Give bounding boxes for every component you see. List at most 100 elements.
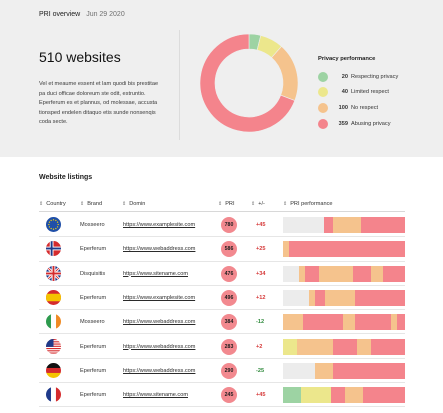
brand-cell: Mosseero — [80, 222, 105, 228]
pri-badge: 476 — [221, 265, 237, 282]
legend-label: No respect — [351, 104, 379, 111]
performance-bar — [283, 217, 405, 233]
column-header-domain[interactable]: ⇕ Domin — [122, 201, 146, 207]
column-header-country[interactable]: ⇕ Country — [39, 201, 66, 207]
performance-segment — [283, 314, 303, 331]
pri-change: +12 — [256, 294, 266, 301]
performance-segment — [371, 265, 383, 282]
performance-bar — [283, 314, 405, 331]
brand-cell: Disquisitis — [80, 270, 106, 277]
domain-link[interactable]: https://www.examplesite.com — [123, 222, 196, 228]
performance-segment — [371, 338, 405, 355]
column-header-change[interactable]: ⇕ +/- — [251, 201, 265, 207]
legend-item-limited: 40 Limited respect — [318, 85, 438, 101]
flag-de-icon — [46, 362, 61, 378]
sort-icon: ⇕ — [39, 201, 44, 207]
domain-link[interactable]: https://www.sitename.com — [123, 270, 188, 277]
performance-segment — [333, 362, 405, 379]
performance-segment — [283, 265, 299, 282]
sort-icon: ⇕ — [218, 201, 223, 207]
brand-cell: Eperferum — [80, 367, 107, 374]
domain-link[interactable]: https://www.examplesite.com — [123, 294, 196, 301]
pri-badge: 496 — [221, 289, 237, 306]
donut-segment — [271, 45, 299, 101]
brand-cell: Eperferum — [80, 392, 107, 399]
performance-segment — [331, 387, 345, 404]
legend-count: 100 — [338, 104, 348, 111]
performance-segment — [383, 265, 405, 282]
performance-segment — [333, 338, 357, 355]
pri-badge: 780 — [221, 217, 237, 233]
legend-count: 359 — [338, 120, 348, 127]
flag-us-icon — [46, 338, 61, 354]
flag-es-icon — [46, 289, 61, 305]
legend-label: Limited respect — [351, 89, 389, 96]
legend-item-abusing: 359 Abusing privacy — [318, 116, 438, 132]
table-row[interactable]: Eperferum https://www.webaddress.com 283 +2 — [39, 335, 405, 359]
performance-segment — [363, 387, 405, 404]
table-row[interactable]: Mosseero https://www.webaddress.com 384 -12 — [39, 310, 405, 335]
legend-title: Privacy performance — [318, 56, 376, 62]
column-header-performance[interactable]: ⇕ PRI performance — [283, 201, 333, 207]
domain-link[interactable]: https://www.webaddress.com — [123, 246, 196, 253]
performance-segment — [299, 265, 305, 282]
column-header-pri[interactable]: ⇕ PRI — [218, 201, 235, 207]
privacy-legend: Privacy performance 20 Respecting privac… — [318, 56, 438, 131]
domain-link[interactable]: https://www.sitename.com — [123, 392, 188, 399]
legend-count: 20 — [341, 73, 348, 80]
performance-segment — [305, 265, 319, 282]
pri-change: +45 — [256, 392, 266, 399]
performance-segment — [345, 387, 363, 404]
pri-change: +34 — [256, 270, 266, 277]
performance-segment — [343, 314, 355, 331]
table-row[interactable]: Mosseero https://www.examplesite.com 780 +4… — [39, 213, 405, 238]
sort-icon: ⇕ — [80, 201, 85, 207]
performance-segment — [309, 289, 315, 306]
overview-divider — [179, 30, 180, 140]
overview-header: PRI overview Jun 29 2020 — [39, 11, 125, 18]
legend-dot-icon — [318, 102, 328, 113]
overview-panel: PRI overview Jun 29 2020 510 websites Ve… — [0, 0, 443, 157]
performance-segment — [319, 265, 353, 282]
performance-segment — [391, 314, 397, 331]
table-row[interactable]: Disquisitis https://www.sitename.com 476 +3… — [39, 262, 405, 286]
performance-segment — [397, 314, 405, 331]
performance-segment — [283, 289, 309, 306]
flag-fr-icon — [46, 387, 61, 403]
performance-segment — [289, 241, 405, 258]
domain-link[interactable]: https://www.webaddress.com — [123, 319, 196, 326]
brand-cell: Eperferum — [80, 294, 107, 301]
performance-bar — [283, 338, 405, 355]
flag-ie-icon — [46, 314, 61, 330]
pri-badge: 384 — [221, 314, 237, 331]
table-row[interactable]: Eperferum https://www.sitename.com 245 +45 — [39, 383, 405, 408]
table-row[interactable]: Eperferum https://www.webaddress.com 290 -2… — [39, 359, 405, 384]
performance-segment — [283, 362, 315, 379]
performance-bar — [283, 241, 405, 258]
table-row[interactable]: Eperferum https://www.webaddress.com 586 +2… — [39, 237, 405, 262]
pri-badge: 586 — [221, 241, 237, 258]
pri-change: +45 — [256, 222, 266, 228]
performance-segment — [355, 289, 405, 306]
sort-icon: ⇕ — [251, 201, 256, 207]
overview-title: PRI overview — [39, 11, 81, 18]
pri-change: -25 — [256, 367, 265, 374]
flag-no-icon — [46, 241, 61, 257]
pri-badge: 245 — [221, 387, 237, 404]
performance-bar — [283, 387, 405, 404]
performance-segment — [315, 362, 333, 379]
performance-segment — [283, 217, 325, 233]
flag-gb-icon — [46, 265, 61, 281]
column-header-brand[interactable]: ⇕ Brand — [80, 201, 103, 207]
table-row[interactable]: Eperferum https://www.examplesite.com 496 +… — [39, 286, 405, 311]
brand-cell: Mosseero — [80, 319, 105, 326]
pri-badge: 290 — [221, 362, 237, 379]
domain-link[interactable]: https://www.webaddress.com — [123, 343, 196, 350]
website-count: 510 websites — [39, 49, 121, 65]
legend-dot-icon — [318, 118, 328, 129]
performance-segment — [297, 338, 333, 355]
sort-icon: ⇕ — [122, 201, 127, 207]
performance-bar — [283, 265, 405, 282]
performance-segment — [324, 217, 334, 233]
domain-link[interactable]: https://www.webaddress.com — [123, 367, 196, 374]
